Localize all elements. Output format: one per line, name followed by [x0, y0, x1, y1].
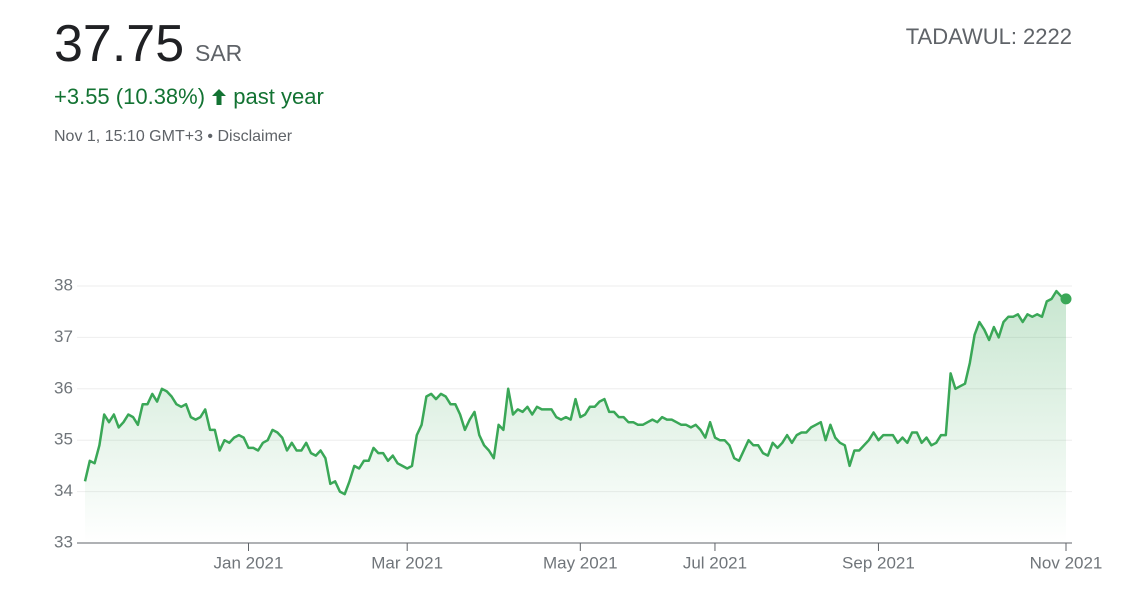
- exchange: TADAWUL: 2222: [905, 24, 1072, 49]
- change-value: +3.55 (10.38%): [54, 84, 206, 109]
- currency: SAR: [195, 40, 243, 66]
- x-tick-label: Jan 2021: [214, 553, 284, 572]
- timestamp-row: Nov 1, 15:10 GMT+3 • Disclaimer: [54, 128, 292, 146]
- area: [85, 291, 1066, 543]
- y-tick-label: 34: [54, 481, 73, 500]
- price-line: [83, 289, 1067, 496]
- y-tick-label: 37: [54, 327, 73, 346]
- x-tick-label: May 2021: [543, 553, 618, 572]
- x-tick-label: Sep 2021: [842, 553, 915, 572]
- y-tick-label: 35: [54, 430, 73, 449]
- timestamp: Nov 1, 15:10 GMT+3 •: [54, 128, 218, 145]
- up-arrow: [212, 89, 227, 105]
- period: past year: [233, 84, 324, 109]
- x-tick-label: Nov 2021: [1030, 553, 1103, 572]
- y-tick-label: 38: [54, 275, 73, 294]
- disclaimer-link[interactable]: Disclaimer: [217, 128, 293, 145]
- y-tick-label: 33: [54, 532, 73, 551]
- x-tick-label: Mar 2021: [371, 553, 443, 572]
- price: 37.75: [54, 15, 185, 73]
- y-tick-label: 36: [54, 378, 73, 397]
- x-tick-label: Jul 2021: [683, 553, 747, 572]
- change: +3.55 (10.38%) past year: [54, 84, 324, 110]
- last-point: [1060, 293, 1072, 305]
